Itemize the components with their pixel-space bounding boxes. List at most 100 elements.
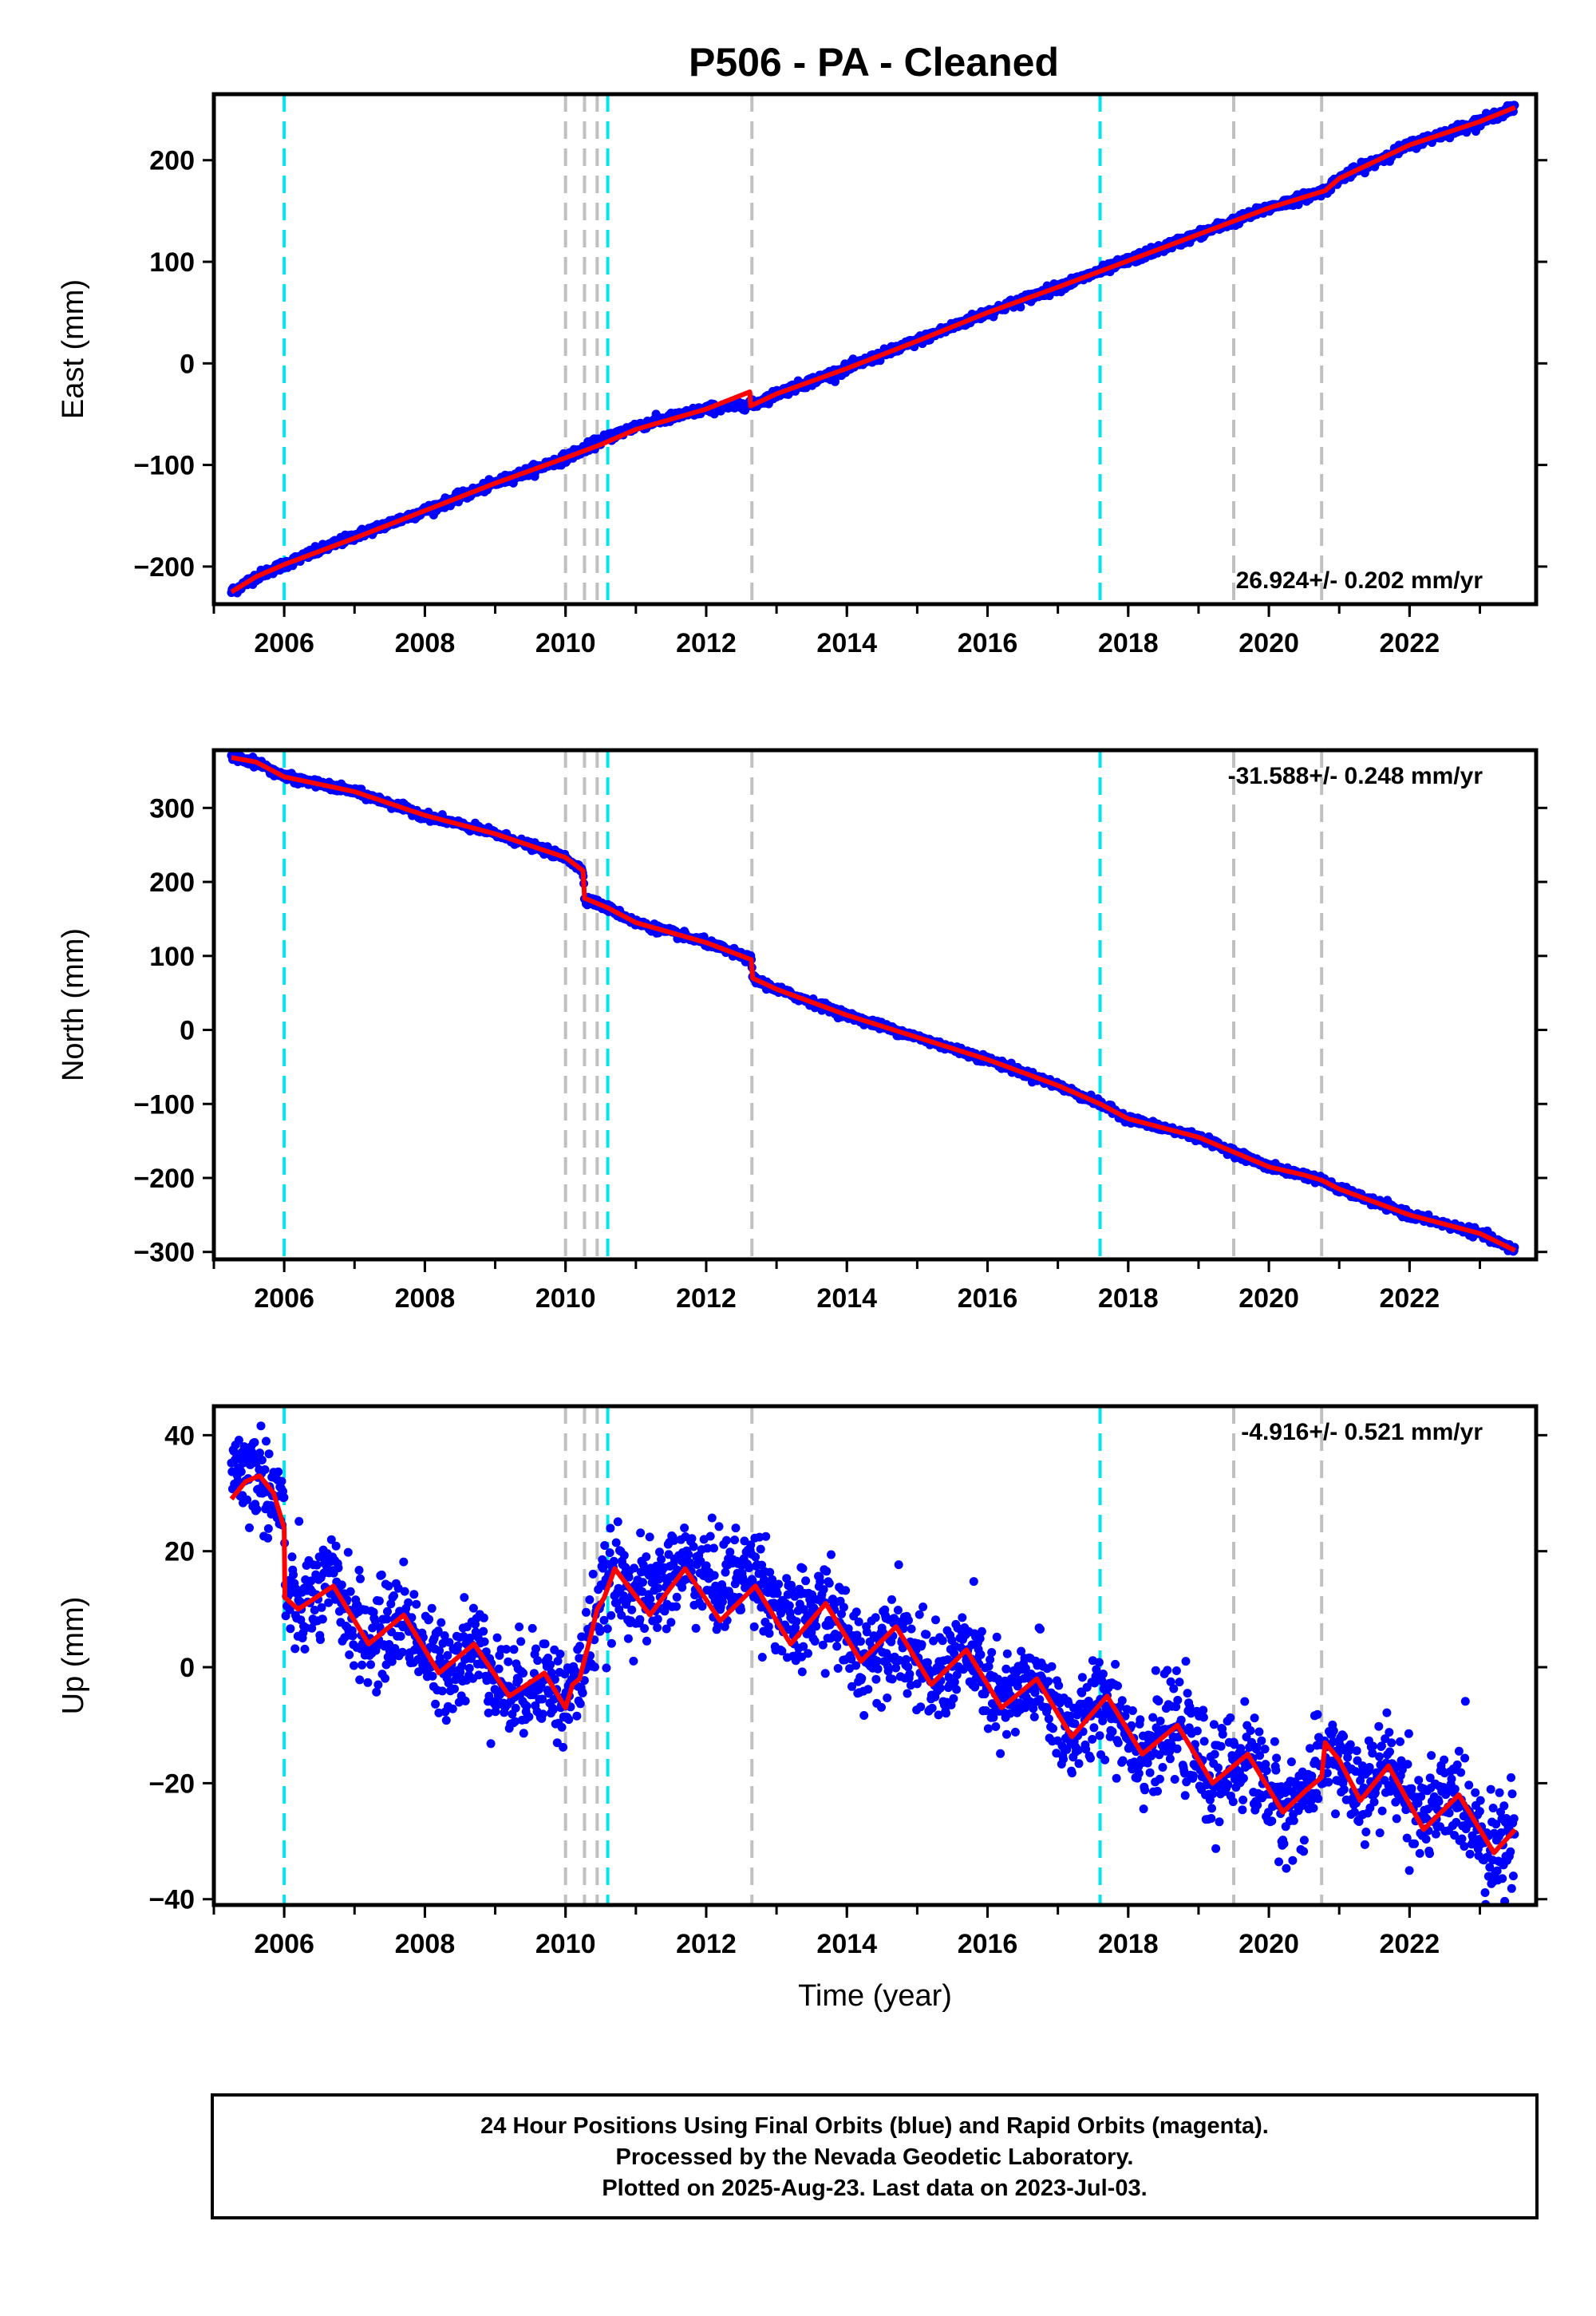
data-point: [377, 1570, 386, 1579]
y-tick-label: 0: [180, 349, 195, 379]
data-point: [363, 1678, 373, 1687]
data-point: [399, 1557, 409, 1567]
x-tick-label: 2010: [535, 628, 596, 658]
data-point: [409, 1590, 419, 1599]
x-tick-label: 2014: [816, 1283, 877, 1314]
data-point: [425, 1614, 434, 1624]
x-tick-label: 2018: [1098, 628, 1159, 658]
data-point: [382, 1614, 392, 1624]
data-point: [290, 1644, 300, 1654]
rate-label: 26.924+/- 0.202 mm/yr: [1236, 567, 1483, 594]
data-point: [334, 1563, 343, 1573]
data-point: [260, 1465, 270, 1474]
data-point: [390, 1644, 400, 1653]
data-point: [396, 1631, 405, 1641]
data-point: [412, 1599, 421, 1609]
data-point: [373, 1680, 383, 1690]
data-point: [366, 1660, 375, 1670]
x-tick-label: 2016: [958, 628, 1018, 658]
data-point: [355, 1675, 365, 1685]
data-point: [404, 1598, 413, 1607]
x-tick-label: 2016: [958, 1283, 1018, 1314]
data-point: [312, 1560, 322, 1570]
plot-area: [227, 94, 1519, 604]
data-point: [263, 1533, 273, 1543]
data-point: [287, 1552, 297, 1562]
data-point: [431, 1699, 440, 1709]
data-point: [428, 1671, 437, 1681]
plot-area: [227, 750, 1519, 1259]
data-point: [389, 1591, 398, 1600]
data-point: [257, 1456, 267, 1464]
y-tick-label: −200: [133, 552, 195, 583]
data-point: [358, 1660, 367, 1670]
data-point: [453, 1641, 463, 1650]
data-point: [448, 1704, 457, 1713]
data-point: [331, 1541, 341, 1551]
data-point: [279, 1492, 289, 1502]
data-point: [384, 1581, 393, 1591]
y-axis-label: North (mm): [57, 928, 90, 1081]
x-tick-label: 2022: [1380, 628, 1440, 658]
x-tick-label: 2008: [395, 628, 456, 658]
data-point: [274, 1467, 283, 1476]
y-tick-label: 200: [149, 146, 195, 176]
x-tick-label: 2008: [395, 1283, 456, 1314]
x-tick-label: 2020: [1238, 628, 1299, 658]
data-point: [264, 1449, 274, 1459]
data-point: [354, 1566, 364, 1575]
data-point: [356, 1574, 365, 1583]
data-point: [383, 1607, 392, 1616]
y-tick-label: 100: [149, 247, 195, 278]
x-tick-label: 2012: [676, 1283, 737, 1314]
data-point: [397, 1647, 407, 1657]
data-point: [350, 1661, 358, 1670]
data-point: [374, 1596, 384, 1606]
data-point: [245, 1523, 254, 1532]
data-point: [345, 1650, 354, 1659]
x-tick-label: 2020: [1238, 1283, 1299, 1314]
x-tick-label: 2006: [254, 628, 314, 658]
data-point: [286, 1624, 295, 1634]
x-tick-label: 2006: [254, 1283, 314, 1314]
data-point: [256, 1421, 266, 1431]
data-point: [252, 1504, 262, 1514]
x-tick-label: 2018: [1098, 1283, 1159, 1314]
data-point: [318, 1614, 327, 1624]
y-tick-label: −100: [133, 1089, 195, 1120]
data-point: [316, 1635, 325, 1644]
data-point: [1016, 302, 1025, 312]
data-point: [441, 1716, 451, 1725]
data-point: [381, 1674, 390, 1683]
data-point: [372, 1687, 381, 1697]
data-point: [337, 1580, 346, 1590]
data-point: [450, 1684, 459, 1694]
data-points: [227, 1421, 1519, 1905]
plot-area: [227, 1406, 1519, 1905]
data-point: [289, 1570, 298, 1579]
y-tick-label: −300: [133, 1238, 195, 1268]
data-point: [236, 1467, 246, 1476]
data-point: [437, 1686, 447, 1696]
x-tick-label: 2022: [1380, 1283, 1440, 1314]
data-point: [437, 1618, 446, 1627]
data-point: [300, 1644, 310, 1654]
y-axis-label: East (mm): [57, 279, 90, 419]
y-tick-label: 200: [149, 868, 195, 898]
data-point: [346, 1587, 355, 1596]
y-tick-label: −100: [133, 451, 195, 481]
x-tick-label: 2012: [676, 628, 737, 658]
data-point: [277, 1476, 286, 1486]
data-points: [227, 101, 1519, 598]
figure-title: P506 - PA - Cleaned: [689, 40, 1059, 85]
rate-label: -31.588+/- 0.248 mm/yr: [1228, 763, 1483, 789]
data-point: [294, 1516, 304, 1526]
x-tick-label: 2010: [535, 1283, 596, 1314]
y-tick-label: 0: [180, 1016, 195, 1046]
data-point: [343, 1547, 353, 1557]
data-point: [263, 1524, 273, 1533]
